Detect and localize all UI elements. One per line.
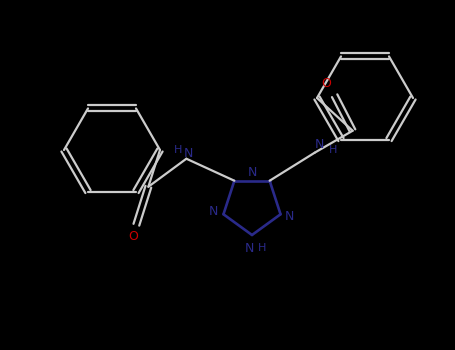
Text: O: O [128, 230, 138, 243]
Text: N: N [184, 147, 193, 160]
Text: O: O [322, 77, 332, 90]
Text: N: N [285, 210, 294, 223]
Text: H: H [329, 145, 337, 155]
Text: N: N [244, 241, 254, 254]
Text: H: H [174, 145, 182, 155]
Text: N: N [209, 205, 218, 218]
Text: H: H [258, 243, 266, 253]
Text: N: N [248, 166, 257, 179]
Text: N: N [315, 138, 324, 151]
